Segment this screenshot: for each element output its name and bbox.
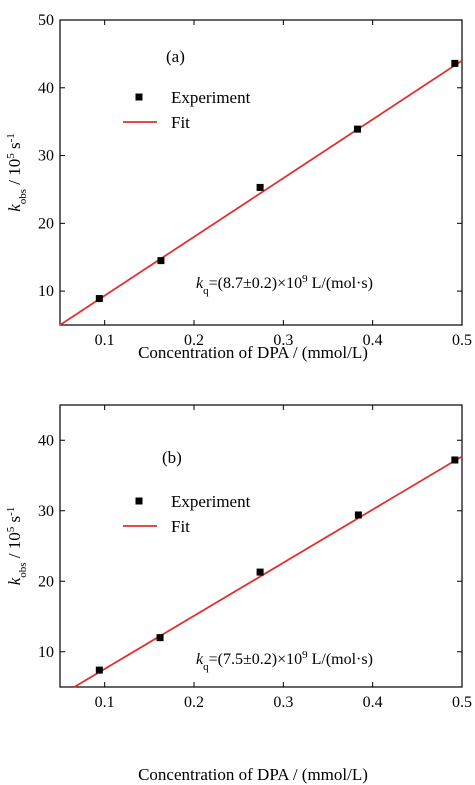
legend: Experiment Fit bbox=[123, 88, 251, 132]
x-tick-label: 0.4 bbox=[363, 332, 383, 349]
legend-label-experiment: Experiment bbox=[171, 88, 251, 107]
fit-line bbox=[73, 455, 463, 688]
x-tick-label: 0.2 bbox=[184, 694, 204, 711]
data-point bbox=[157, 257, 165, 265]
y-tick-label: 40 bbox=[38, 432, 54, 449]
y-axis-label: kobs / 105 s-1 bbox=[5, 133, 29, 212]
y-label-subscript: obs bbox=[17, 189, 29, 204]
annot-subscript: q bbox=[203, 285, 209, 297]
chart-panel-a: 0.1 0.2 0.3 0.4 0.5 10 20 30 40 50 (a) Experimen… bbox=[5, 12, 472, 362]
data-point bbox=[256, 568, 264, 576]
legend-marker-experiment bbox=[135, 93, 143, 101]
x-tick-label: 0.3 bbox=[273, 332, 293, 349]
x-tick-label: 0.5 bbox=[452, 332, 472, 349]
y-label-scale: / 10 bbox=[5, 532, 24, 562]
y-label-unit-exponent: -1 bbox=[5, 507, 17, 516]
y-label-symbol: k bbox=[5, 204, 24, 212]
plot-frame bbox=[59, 404, 463, 688]
x-axis-label: Concentration of DPA / (mmol/L) bbox=[138, 343, 368, 362]
data-point bbox=[451, 59, 459, 67]
y-label-scale: / 10 bbox=[5, 159, 24, 189]
panel-label: (b) bbox=[162, 448, 182, 467]
legend-label-fit: Fit bbox=[171, 517, 190, 536]
y-label-unit: s bbox=[5, 516, 24, 527]
data-point bbox=[95, 666, 103, 674]
annot-exponent: 9 bbox=[302, 273, 308, 285]
data-point bbox=[95, 295, 103, 303]
y-tick-label: 20 bbox=[38, 573, 54, 590]
x-tick-label: 0.1 bbox=[95, 332, 115, 349]
annot-unit: L/(mol·s) bbox=[308, 651, 373, 668]
y-tick-label: 50 bbox=[38, 12, 54, 29]
annot-value: =(7.5±0.2)×10 bbox=[209, 651, 302, 668]
legend-label-experiment: Experiment bbox=[171, 492, 251, 511]
y-tick-label: 40 bbox=[38, 80, 54, 97]
fit-annotation: kq=(8.7±0.2)×109 L/(mol·s) bbox=[196, 273, 373, 297]
annot-exponent: 9 bbox=[302, 649, 308, 661]
y-label-exponent: 5 bbox=[5, 153, 17, 159]
fit-annotation: kq=(7.5±0.2)×109 L/(mol·s) bbox=[196, 649, 373, 673]
y-tick-label: 10 bbox=[38, 283, 54, 300]
y-tick-label: 30 bbox=[38, 148, 54, 165]
y-tick-label: 30 bbox=[38, 503, 54, 520]
y-label-unit: s bbox=[5, 142, 24, 153]
y-label-unit-exponent: -1 bbox=[5, 133, 17, 142]
annot-symbol: k bbox=[196, 651, 204, 668]
x-tick-label: 0.3 bbox=[273, 694, 293, 711]
legend-label-fit: Fit bbox=[171, 113, 190, 132]
annot-symbol: k bbox=[196, 275, 204, 292]
y-tick-label: 20 bbox=[38, 215, 54, 232]
data-point bbox=[256, 183, 264, 191]
annot-unit: L/(mol·s) bbox=[308, 275, 373, 292]
y-tick-label: 10 bbox=[38, 644, 54, 661]
y-label-subscript: obs bbox=[17, 562, 29, 577]
x-tick-label: 0.4 bbox=[363, 694, 383, 711]
x-tick-label: 0.2 bbox=[184, 332, 204, 349]
x-axis-label: Concentration of DPA / (mmol/L) bbox=[138, 765, 368, 784]
x-tick-label: 0.1 bbox=[95, 694, 115, 711]
annot-subscript: q bbox=[203, 661, 209, 673]
x-tick-label: 0.5 bbox=[452, 694, 472, 711]
data-point bbox=[353, 125, 361, 133]
data-point bbox=[354, 511, 362, 519]
legend-marker-experiment bbox=[135, 497, 143, 505]
plot-frame bbox=[59, 19, 463, 326]
chart-panel-b: 0.1 0.2 0.3 0.4 0.5 10 20 30 40 (b) Experiment … bbox=[5, 404, 472, 784]
y-axis-label: kobs / 105 s-1 bbox=[5, 507, 29, 586]
annot-value: =(8.7±0.2)×10 bbox=[209, 275, 302, 292]
legend: Experiment Fit bbox=[123, 492, 251, 536]
y-label-symbol: k bbox=[5, 577, 24, 585]
data-point bbox=[156, 634, 164, 642]
y-label-exponent: 5 bbox=[5, 526, 17, 532]
data-point bbox=[451, 456, 459, 464]
panel-label: (a) bbox=[166, 47, 185, 66]
fit-line bbox=[59, 59, 463, 326]
